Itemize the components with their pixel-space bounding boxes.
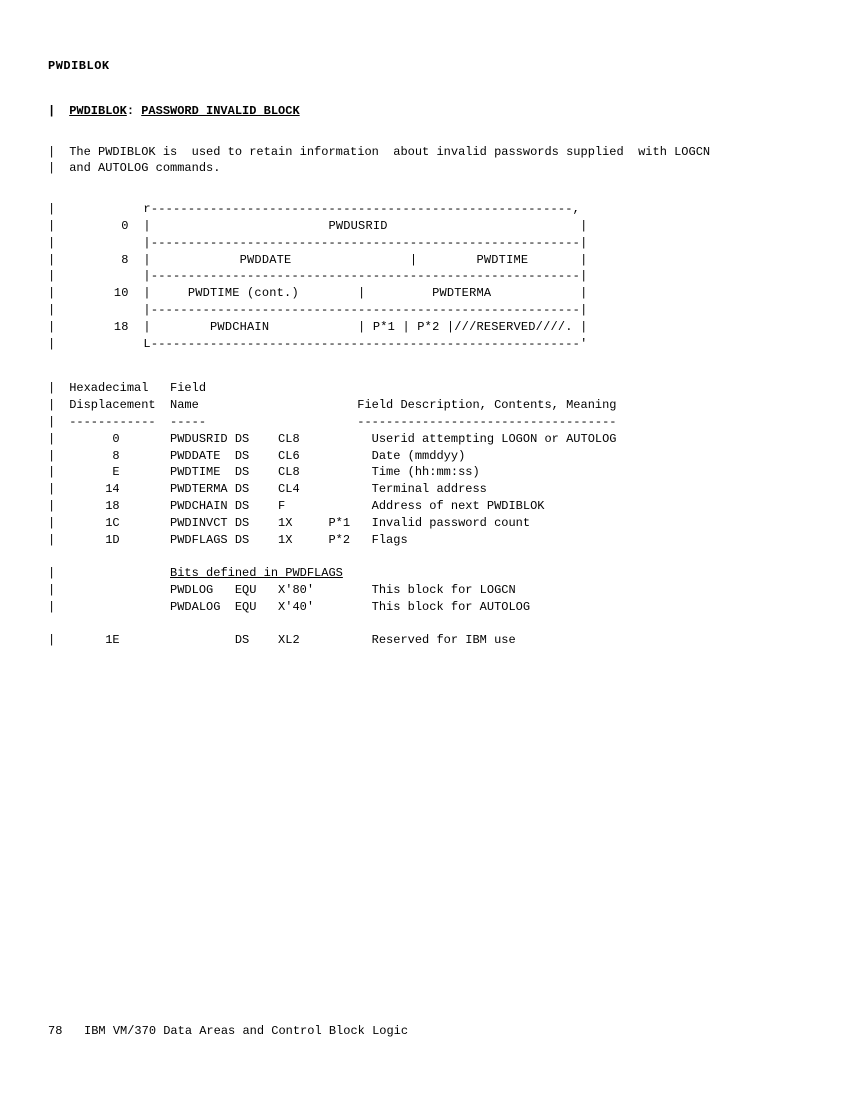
bit-row: PWDLOG EQU X'80' This block for LOGCN — [69, 583, 515, 597]
page-number: 78 — [48, 1024, 62, 1038]
diagram-top: r---------------------------------------… — [69, 202, 580, 216]
bit-row: PWDALOG EQU X'40' This block for AUTOLOG — [69, 600, 530, 614]
diagram-sep-10: |---------------------------------------… — [69, 303, 587, 317]
field-row: E PWDTIME DS CL8 Time (hh:mm:ss) — [69, 465, 479, 479]
desc-line1: The PWDIBLOK is used to retain informati… — [69, 145, 710, 159]
diagram-sep-0: |---------------------------------------… — [69, 236, 587, 250]
page-footer: 78 IBM VM/370 Data Areas and Control Blo… — [48, 1023, 408, 1040]
field-row: 8 PWDDATE DS CL6 Date (mmddyy) — [69, 449, 465, 463]
field-header-1: Hexadecimal Field — [69, 381, 206, 395]
title-rest: PASSWORD INVALID BLOCK — [141, 104, 299, 118]
diagram-row-18: 18 | PWDCHAIN | P*1 | P*2 |///RESERVED//… — [69, 320, 587, 334]
field-row: 14 PWDTERMA DS CL4 Terminal address — [69, 482, 487, 496]
field-header-3: ------------ ----- ---------------------… — [69, 415, 616, 429]
diagram-row-10: 10 | PWDTIME (cont.) | PWDTERMA | — [69, 286, 587, 300]
field-header-2: Displacement Name Field Description, Con… — [69, 398, 616, 412]
block-layout-diagram: | r-------------------------------------… — [48, 201, 801, 352]
reserved-row: 1E DS XL2 Reserved for IBM use — [69, 633, 515, 647]
diagram-row-8: 8 | PWDDATE | PWDTIME | — [69, 253, 587, 267]
diagram-bottom: L---------------------------------------… — [69, 337, 587, 351]
desc-line2: and AUTOLOG commands. — [69, 161, 220, 175]
diagram-sep-8: |---------------------------------------… — [69, 269, 587, 283]
field-definition-table: | Hexadecimal Field | Displacement Name … — [48, 380, 801, 649]
diagram-row-0: 0 | PWDUSRID | — [69, 219, 587, 233]
description-paragraph: | The PWDIBLOK is used to retain informa… — [48, 144, 801, 178]
page-header-label: PWDIBLOK — [48, 58, 801, 75]
section-title: | PWDIBLOK: PASSWORD INVALID BLOCK — [48, 103, 801, 120]
field-row: 1D PWDFLAGS DS 1X P*2 Flags — [69, 533, 407, 547]
field-row: 1C PWDINVCT DS 1X P*1 Invalid password c… — [69, 516, 530, 530]
footer-text: IBM VM/370 Data Areas and Control Block … — [84, 1024, 408, 1038]
title-name: PWDIBLOK — [69, 104, 127, 118]
field-row: 0 PWDUSRID DS CL8 Userid attempting LOGO… — [69, 432, 616, 446]
bits-defined-title: Bits defined in PWDFLAGS — [69, 566, 343, 580]
title-sep: : — [127, 104, 134, 118]
field-row: 18 PWDCHAIN DS F Address of next PWDIBLO… — [69, 499, 544, 513]
change-bar: | — [48, 103, 62, 120]
